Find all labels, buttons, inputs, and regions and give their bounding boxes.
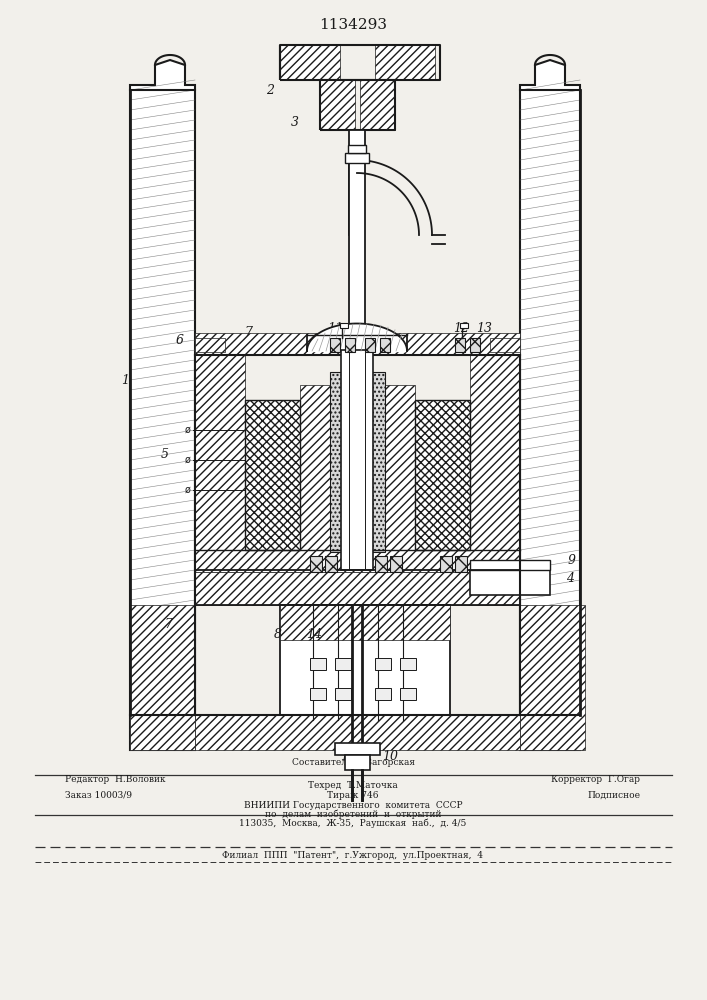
Text: Корректор  Г.Огар: Корректор Г.Огар <box>551 774 640 784</box>
Bar <box>195 572 520 605</box>
Bar <box>345 338 355 352</box>
Text: Составитель  Г.Загорская: Составитель Г.Загорская <box>291 758 414 767</box>
Bar <box>455 556 467 572</box>
Text: 14: 14 <box>306 629 322 642</box>
Polygon shape <box>130 60 195 750</box>
Text: ø: ø <box>185 425 191 435</box>
Bar <box>349 130 365 340</box>
Bar <box>470 338 480 352</box>
Bar <box>195 338 225 352</box>
Bar <box>375 556 387 572</box>
Bar <box>335 688 351 700</box>
Bar <box>470 355 520 570</box>
Bar <box>345 153 369 163</box>
Bar <box>380 338 390 352</box>
Text: Тираж 746: Тираж 746 <box>327 790 379 800</box>
Bar <box>375 45 435 80</box>
Text: 15: 15 <box>340 750 356 764</box>
Text: 3: 3 <box>291 115 299 128</box>
Bar <box>245 400 300 550</box>
Bar <box>300 385 330 550</box>
Text: 9: 9 <box>568 554 576 566</box>
Bar <box>360 80 395 130</box>
Bar <box>280 720 450 745</box>
Text: Редактор  Н.Воловик: Редактор Н.Воловик <box>65 774 165 784</box>
Text: Техред  Т.Маточка: Техред Т.Маточка <box>308 780 398 790</box>
Text: 1134293: 1134293 <box>319 18 387 32</box>
Text: 7: 7 <box>244 326 252 340</box>
Bar <box>520 605 585 750</box>
Text: Филиал  ППП  "Патент",  г.Ужгород,  ул.Проектная,  4: Филиал ППП "Патент", г.Ужгород, ул.Проек… <box>223 850 484 859</box>
Bar <box>375 688 391 700</box>
Bar <box>470 560 550 570</box>
Bar <box>320 80 355 130</box>
Bar <box>330 372 385 552</box>
Bar <box>348 145 366 153</box>
Text: ø: ø <box>185 455 191 465</box>
Text: 4: 4 <box>566 572 574 584</box>
Bar <box>195 715 520 750</box>
Bar <box>365 338 375 352</box>
Bar <box>385 385 415 550</box>
Bar <box>455 338 465 352</box>
Bar <box>440 556 452 572</box>
Text: Подписное: Подписное <box>587 790 640 800</box>
Bar <box>400 688 416 700</box>
Bar <box>390 556 402 572</box>
Bar <box>400 658 416 670</box>
Bar <box>130 605 195 750</box>
Bar <box>335 743 380 755</box>
Bar <box>280 605 450 745</box>
Text: 11: 11 <box>327 322 343 334</box>
Bar <box>460 323 468 328</box>
Text: ВНИИПИ Государственного  комитета  СССР: ВНИИПИ Государственного комитета СССР <box>244 800 462 810</box>
Bar <box>341 350 373 570</box>
Polygon shape <box>520 60 580 750</box>
Text: 8: 8 <box>274 629 282 642</box>
Text: 1: 1 <box>121 373 129 386</box>
Bar <box>330 338 340 352</box>
Bar <box>195 550 520 572</box>
Bar <box>335 658 351 670</box>
Bar <box>345 755 370 770</box>
Bar <box>310 658 326 670</box>
Text: по  делам  изобретений  и  открытий: по делам изобретений и открытий <box>264 809 441 819</box>
Text: 6: 6 <box>176 334 184 347</box>
Text: Заказ 10003/9: Заказ 10003/9 <box>65 790 132 800</box>
Bar <box>490 338 520 352</box>
Bar <box>310 556 322 572</box>
Bar <box>280 605 450 640</box>
Bar <box>280 45 340 80</box>
Bar <box>195 333 520 355</box>
Bar <box>375 658 391 670</box>
Text: 5: 5 <box>161 448 169 462</box>
Text: ø: ø <box>185 485 191 495</box>
Bar <box>310 688 326 700</box>
Text: 2: 2 <box>266 84 274 97</box>
Text: 13: 13 <box>476 322 492 334</box>
Bar <box>470 570 550 595</box>
Bar <box>415 400 470 550</box>
Bar <box>195 355 245 570</box>
Bar <box>325 556 337 572</box>
Text: 10: 10 <box>382 750 398 764</box>
Text: 7: 7 <box>164 618 172 632</box>
Text: 12: 12 <box>453 322 469 334</box>
Bar <box>340 323 348 328</box>
Text: 113035,  Москва,  Ж-35,  Раушская  наб.,  д. 4/5: 113035, Москва, Ж-35, Раушская наб., д. … <box>239 818 467 828</box>
